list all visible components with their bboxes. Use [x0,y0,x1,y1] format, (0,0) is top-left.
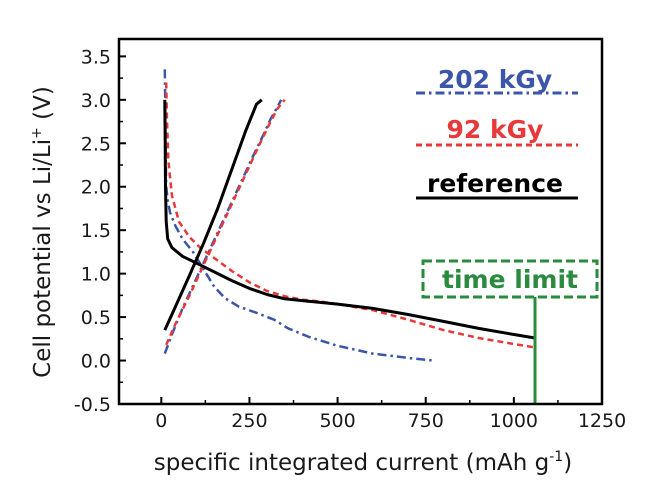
y-tick-label: -0.5 [74,394,111,416]
series-layer [163,69,536,362]
legend-label-92-kgy: 92 kGy [447,115,544,144]
y-tick-label: 3.5 [81,46,111,68]
legend-label-reference: reference [427,169,563,198]
y-tick-label: 0.0 [81,351,111,373]
series-202-kgy-charge-line [163,99,283,355]
y-tick-label: 1.5 [81,220,111,242]
series-92-kgy-charge-line [165,99,286,346]
series-92-kgy-discharge-line [164,82,536,349]
time-limit-label: time limit [442,265,578,294]
x-tick-label: 1250 [578,410,626,432]
x-tick-label: 0 [155,410,167,432]
x-tick-label: 750 [408,410,444,432]
series-reference-discharge-line [163,99,536,340]
y-tick-label: 1.0 [81,264,111,286]
y-axis-label: Cell potential vs Li/Li+ (V) [29,86,56,378]
y-tick-label: 2.5 [81,133,111,155]
y-tick-label: 2.0 [81,177,111,199]
x-axis-label: specific integrated current (mAh g-1) [154,449,572,476]
y-axis-ticks: -0.5 0.0 0.5 1.0 1.5 2.0 2.5 3.0 3.5 [74,46,126,416]
series-202-kgy-discharge-line [163,69,433,362]
x-axis-ticks: 0 250 500 750 1000 1250 [155,397,626,432]
x-tick-label: 1000 [490,410,538,432]
time-limit-box [421,259,599,299]
series-reference-charge-line [163,98,263,331]
legend: 202 kGy 92 kGy reference [416,65,578,200]
y-tick-label: 0.5 [81,307,111,329]
time-limit-annotation: time limit [421,259,599,404]
plot-frame [117,37,604,406]
y-tick-label: 3.0 [81,90,111,112]
x-tick-label: 500 [319,410,355,432]
legend-label-202-kgy: 202 kGy [438,65,552,94]
x-tick-label: 250 [231,410,267,432]
